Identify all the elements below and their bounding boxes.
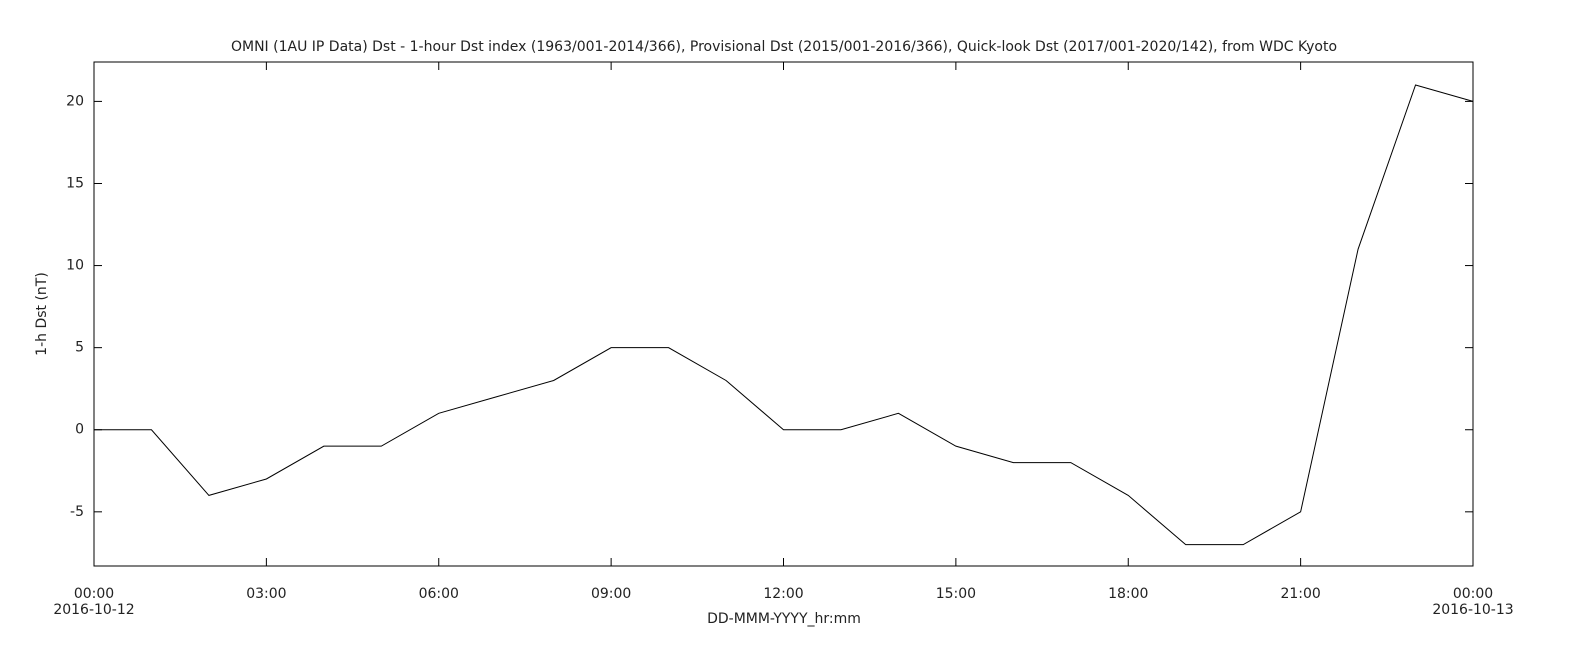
date-label: 2016-10-13: [1432, 602, 1513, 618]
y-tick-label: 10: [66, 258, 84, 274]
x-tick-label: 00:00: [1453, 586, 1493, 602]
y-tick-label: 15: [66, 175, 84, 191]
x-tick-label: 15:00: [936, 586, 976, 602]
x-tick-label: 00:00: [74, 586, 114, 602]
x-tick-label: 06:00: [419, 586, 459, 602]
date-label: 2016-10-12: [53, 602, 134, 618]
y-tick-label: 20: [66, 93, 84, 109]
x-tick-label: 12:00: [763, 586, 803, 602]
y-tick-label: 0: [75, 422, 84, 438]
x-axis-label: DD-MMM-YYYY_hr:mm: [707, 611, 861, 627]
x-tick-label: 03:00: [246, 586, 286, 602]
x-tick-label: 18:00: [1108, 586, 1148, 602]
plot-frame: [93, 61, 1474, 567]
y-axis-label: 1-h Dst (nT): [34, 272, 50, 356]
x-tick-label: 09:00: [591, 586, 631, 602]
y-tick-label: -5: [70, 504, 84, 520]
chart-title: OMNI (1AU IP Data) Dst - 1-hour Dst inde…: [231, 39, 1337, 55]
data-line: [94, 84, 1474, 546]
y-tick-label: 5: [75, 340, 84, 356]
x-tick-label: 21:00: [1280, 586, 1320, 602]
